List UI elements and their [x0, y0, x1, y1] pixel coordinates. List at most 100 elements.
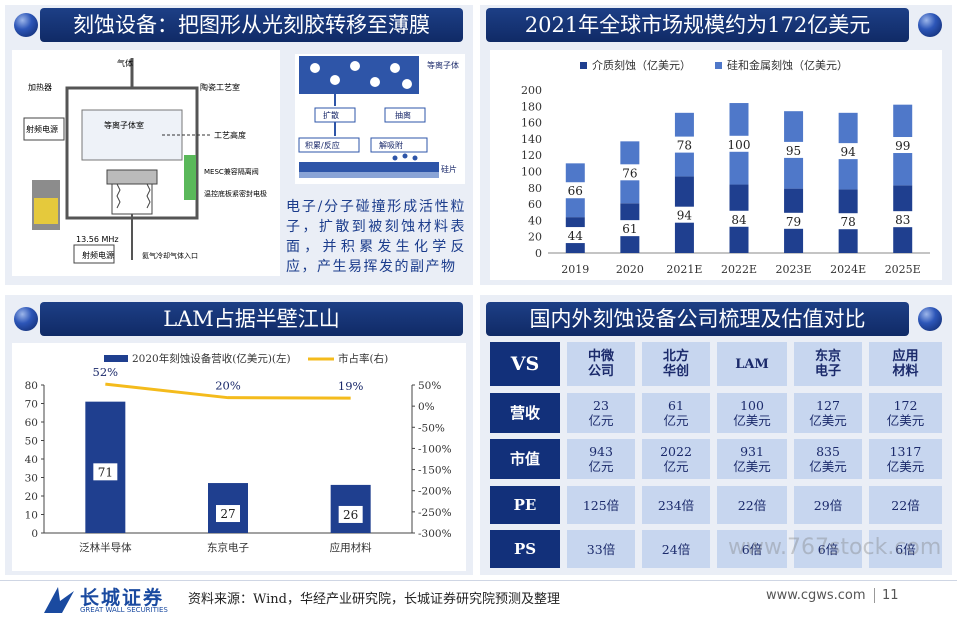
y-tick-label: 20: [25, 491, 38, 503]
mini-adsorb: 积累/反应: [305, 140, 340, 150]
row-label-pe: PE: [490, 486, 560, 524]
y2-tick-label: -250%: [418, 507, 452, 519]
etch-chamber-svg: 气体 加热器 射频电源 等离子体室 陶瓷工艺室 工艺高度 MESC兼容隔离阀 温…: [23, 58, 267, 264]
y-tick-label: 60: [528, 198, 542, 211]
y-tick-label: 40: [528, 214, 542, 227]
data-label-bg: [779, 141, 808, 158]
table-header-naura: 北方 华创: [642, 342, 710, 386]
panel4-title: 国内外刻蚀设备公司梳理及估值对比: [486, 302, 909, 336]
row-label-market-cap: 市值: [490, 439, 560, 479]
etch-chamber-diagram: 气体 加热器 射频电源 等离子体室 陶瓷工艺室 工艺高度 MESC兼容隔离阀 温…: [12, 50, 280, 276]
marketcap-lam: 931 亿美元: [717, 439, 787, 479]
data-label-silicon-metal: 66: [568, 184, 583, 198]
data-label-silicon-metal: 100: [728, 138, 751, 152]
y2-tick-label: -100%: [418, 443, 452, 455]
mini-desorb: 解吸附: [379, 140, 403, 150]
diag-freq: 13.56 MHz: [76, 235, 119, 244]
x-tick-label: 2021E: [666, 263, 702, 276]
source-note: 资料来源：Wind，华经产业研究院，长城证券研究院预测及整理: [188, 592, 560, 607]
y-tick-label: 20: [528, 231, 542, 244]
legend-swatch-0: [580, 62, 587, 69]
data-label-bg: [216, 505, 240, 523]
x-tick-label: 东京电子: [207, 541, 249, 554]
panel3-ball-icon: [14, 307, 38, 331]
y-tick-label: 30: [25, 473, 38, 485]
data-label-dielectric: 44: [568, 229, 584, 243]
y-tick-label: 50: [25, 436, 38, 448]
data-label-silicon-metal: 94: [841, 145, 857, 159]
marketcap-amat: 1317 亿美元: [869, 439, 942, 479]
pe-lam: 22倍: [717, 486, 787, 524]
mini-pump: 抽离: [395, 110, 411, 120]
legend-swatch-1: [715, 62, 722, 69]
diag-process-height: 工艺高度: [214, 130, 246, 140]
revenue-naura: 61 亿元: [642, 393, 710, 433]
panel2-ball-icon: [918, 13, 942, 37]
data-label-dielectric: 84: [731, 213, 747, 227]
legend-label-share: 市占率(右): [338, 352, 388, 365]
data-label-revenue: 26: [343, 508, 358, 522]
data-label-bg: [670, 136, 699, 153]
y-tick-label: 60: [25, 417, 38, 429]
y-tick-label: 80: [528, 182, 542, 195]
diag-gas-in: 气体: [117, 58, 133, 68]
lam-chart-area: 2020年刻蚀设备营收(亿美元)(左) 市占率(右) 0 10 20 30 40 50 60 70…: [12, 343, 466, 571]
footer-divider: [0, 580, 957, 581]
revenue-amec: 23 亿元: [567, 393, 635, 433]
page-separator: [874, 588, 875, 603]
y2-tick-label: 50%: [418, 380, 441, 392]
data-label-dielectric: 83: [895, 213, 910, 227]
legend-label-0: 介质刻蚀（亿美元）: [592, 58, 691, 72]
x-tick-label: 2019: [561, 263, 589, 276]
y-tick-label: 200: [521, 84, 542, 97]
pe-amat: 22倍: [869, 486, 942, 524]
x-tick-label: 泛林半导体: [79, 541, 132, 554]
x-tick-label: 2023E: [776, 263, 812, 276]
table-header-amec: 中微 公司: [567, 342, 635, 386]
x-tick-label: 2025E: [885, 263, 921, 276]
data-label-dielectric: 79: [786, 215, 801, 229]
data-label-bg: [615, 164, 644, 181]
x-tick-label: 2022E: [721, 263, 757, 276]
data-label-bg: [836, 213, 861, 230]
y-tick-label: 120: [521, 149, 542, 162]
diag-clamp: 温控底板紧密封电极: [204, 189, 267, 198]
logo-en: GREAT WALL SECURITIES: [80, 606, 168, 614]
data-label-silicon-metal: 99: [895, 139, 910, 153]
etch-process-svg: 等离子体 扩散 抽离 积累/反应 解吸附 硅片: [298, 56, 459, 178]
data-label-bg: [888, 137, 917, 154]
data-label-bg: [781, 212, 806, 229]
data-label-dielectric: 61: [622, 222, 637, 236]
table-header-vs: VS: [490, 342, 560, 386]
great-wall-logo-icon: [44, 587, 74, 613]
y-tick-label: 180: [521, 100, 542, 113]
mini-diffuse: 扩散: [323, 110, 339, 120]
data-label-share: 52%: [93, 365, 119, 379]
y2-tick-label: -300%: [418, 528, 452, 540]
y-tick-label: 0: [31, 528, 38, 540]
panel3-title: LAM占据半壁江山: [40, 302, 463, 336]
panel-valuation: [480, 295, 952, 575]
x-tick-label: 应用材料: [330, 541, 372, 554]
data-label-share: 19%: [338, 379, 364, 393]
data-label-bg: [727, 210, 751, 227]
website[interactable]: www.cgws.com: [766, 588, 866, 603]
data-label-bg: [834, 143, 863, 160]
diag-rf-top: 射频电源: [26, 124, 58, 134]
table-header-lam: LAM: [717, 342, 787, 386]
ps-amec: 33倍: [567, 530, 635, 568]
data-label-revenue: 27: [220, 507, 235, 521]
data-label-bg: [338, 505, 363, 523]
marketcap-tel: 835 亿美元: [794, 439, 862, 479]
panel4-ball-icon: [918, 307, 942, 331]
ps-lam: 6倍: [717, 530, 787, 568]
lam-share-chart: 2020年刻蚀设备营收(亿美元)(左) 市占率(右) 0 10 20 30 40 50 60 70…: [25, 352, 452, 554]
diag-mesc: MESC兼容隔离阀: [204, 167, 259, 176]
panel1-description: 电子/分子碰撞形成活性粒子，扩散到被刻蚀材料表面，并积累发生化学反应，产生易挥发…: [286, 199, 466, 275]
line-market-share: [105, 382, 351, 400]
data-label-dielectric: 94: [677, 209, 693, 223]
logo-cn: 长城证券: [80, 587, 165, 609]
diag-ceramic: 陶瓷工艺室: [200, 82, 240, 92]
x-tick-label: 2020: [616, 263, 644, 276]
data-label-bg: [93, 463, 118, 481]
